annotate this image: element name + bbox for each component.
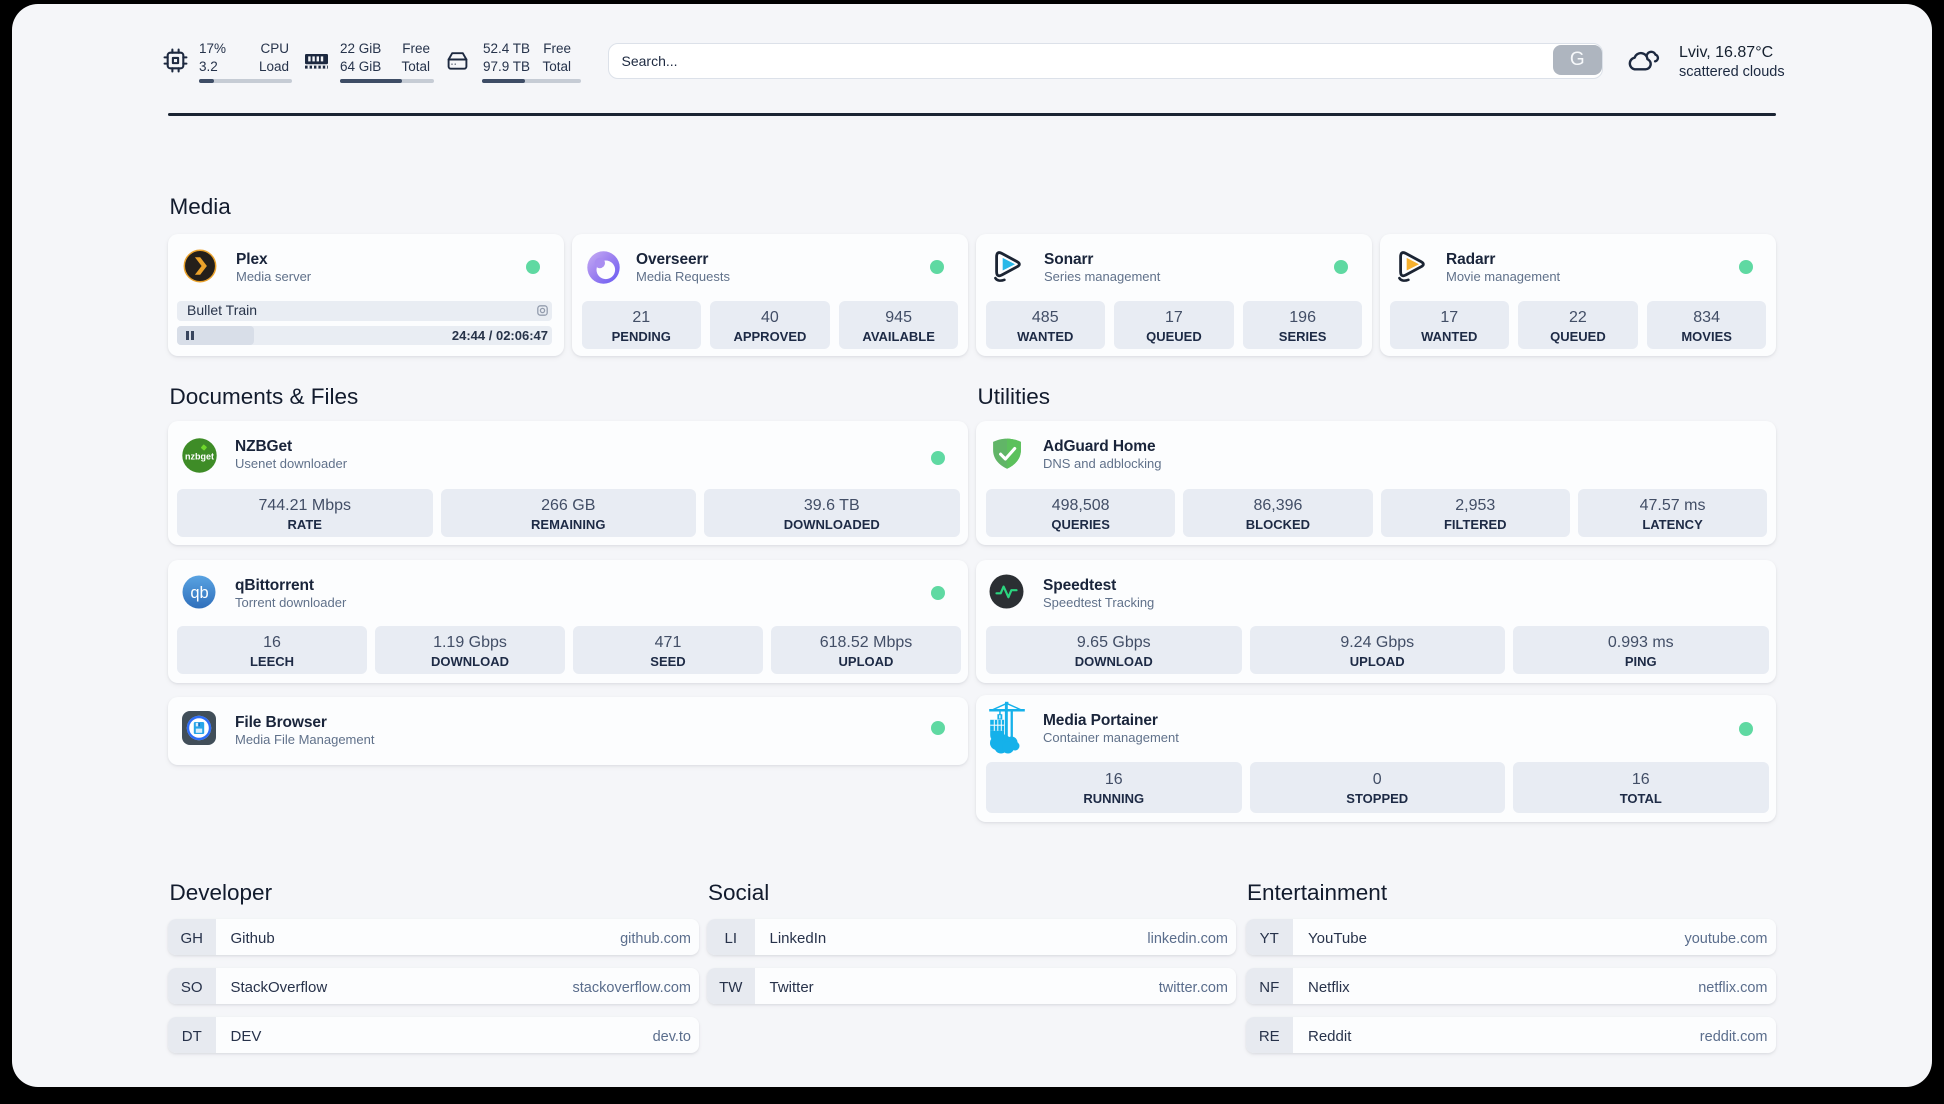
svg-text:nzbget: nzbget	[185, 451, 214, 461]
svg-text:qb: qb	[190, 584, 208, 602]
